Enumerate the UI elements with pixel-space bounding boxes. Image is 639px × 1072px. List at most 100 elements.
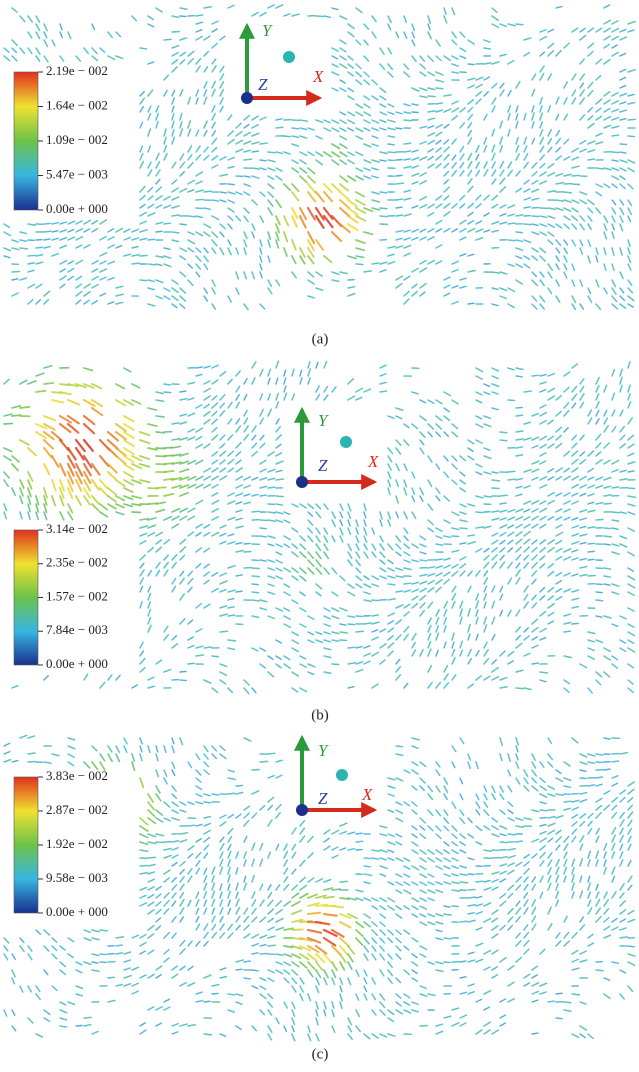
vector [228, 184, 234, 185]
vector [148, 609, 150, 616]
vector [588, 256, 590, 263]
vector [508, 205, 514, 208]
vector [620, 184, 625, 189]
vector [292, 869, 296, 874]
vector [292, 600, 298, 603]
vector [540, 113, 542, 120]
vector [156, 122, 158, 128]
vector [116, 746, 119, 752]
vector [12, 488, 15, 495]
vector [468, 212, 473, 216]
vector [596, 900, 600, 906]
vector [452, 456, 457, 461]
vector [556, 411, 561, 416]
vector [404, 946, 409, 950]
vector [172, 885, 177, 890]
vector [428, 96, 435, 97]
vector [436, 88, 443, 89]
vector [212, 288, 215, 294]
vector [396, 207, 402, 208]
vector [596, 970, 603, 971]
vector [548, 572, 553, 576]
vector [508, 240, 515, 241]
vector [460, 794, 463, 800]
vector [4, 48, 9, 52]
vector [284, 568, 290, 572]
vector [284, 1002, 287, 1008]
vector [164, 999, 169, 1002]
vector [196, 15, 203, 16]
vector [180, 469, 188, 472]
vector [620, 860, 623, 866]
vector [516, 264, 522, 267]
vector [308, 853, 313, 858]
vector [564, 876, 566, 882]
vector [348, 224, 358, 230]
vector [596, 672, 602, 677]
vector [132, 247, 138, 248]
vector [620, 216, 623, 222]
vector [564, 859, 567, 866]
vector [108, 504, 116, 509]
vector [604, 125, 610, 128]
vector [180, 391, 186, 392]
vector [572, 451, 577, 456]
vector [372, 552, 376, 557]
vector [196, 892, 199, 898]
vector [332, 616, 339, 619]
vector [12, 48, 16, 52]
vector [540, 137, 543, 144]
vector [84, 416, 94, 424]
vector [428, 625, 431, 632]
vector [524, 932, 528, 938]
vector [444, 456, 448, 461]
vector [372, 954, 376, 960]
vector [516, 738, 518, 745]
vector [444, 810, 448, 815]
vector [332, 48, 338, 51]
vector [516, 885, 520, 890]
vector [580, 115, 585, 120]
vector [500, 678, 507, 680]
vector [532, 619, 537, 624]
vector [388, 834, 394, 836]
vector [100, 293, 106, 296]
vector [572, 607, 578, 608]
vector [452, 139, 456, 144]
vector [68, 230, 74, 232]
vector [388, 906, 394, 910]
vector [484, 1007, 489, 1010]
vector [484, 850, 491, 851]
vector [484, 617, 486, 624]
vector [604, 92, 610, 96]
vector [508, 24, 515, 26]
vector [260, 1010, 264, 1015]
vector [420, 858, 426, 862]
vector [564, 808, 570, 810]
vector [20, 488, 23, 496]
vector [580, 567, 587, 568]
vector [388, 488, 390, 495]
vector [412, 88, 419, 91]
vector [260, 216, 263, 222]
vector [428, 72, 434, 76]
vector [604, 109, 610, 112]
vector [420, 64, 425, 69]
vector [268, 945, 275, 946]
vector [44, 231, 51, 232]
vector [516, 957, 521, 962]
vector [204, 762, 208, 767]
vector [556, 174, 563, 176]
vector [316, 240, 323, 250]
vector [172, 636, 176, 640]
vector [44, 512, 47, 520]
vector [452, 155, 456, 160]
vector [244, 141, 250, 144]
vector [228, 542, 235, 544]
vector [148, 865, 155, 866]
vector [324, 914, 337, 916]
vector [292, 1034, 295, 1041]
vector [508, 652, 514, 656]
vector [348, 256, 356, 259]
origin-sphere [296, 804, 308, 816]
